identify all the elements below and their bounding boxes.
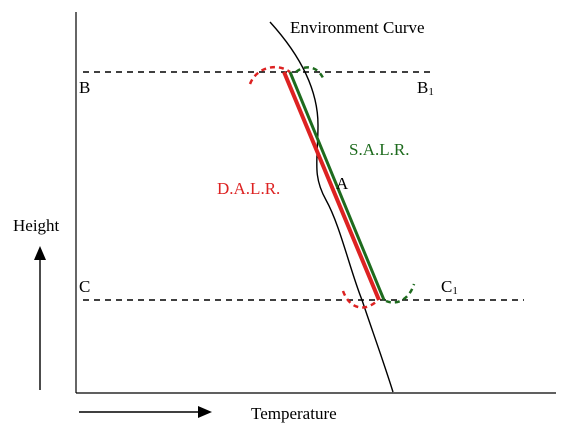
- temperature-arrow: [79, 406, 212, 418]
- label-b1: B1: [417, 78, 434, 98]
- label-a: A: [336, 174, 349, 193]
- salr-bottom-arc: [385, 283, 416, 304]
- dalr-label: D.A.L.R.: [217, 179, 280, 198]
- label-b: B: [79, 78, 90, 97]
- dalr-top-arc: [248, 65, 291, 85]
- dalr-bottom-arc: [341, 290, 379, 309]
- dalr-line: [282, 71, 381, 301]
- salr-label: S.A.L.R.: [349, 140, 409, 159]
- height-axis-label: Height: [13, 216, 60, 235]
- environment-curve: [269, 21, 394, 393]
- label-c1: C1: [441, 277, 458, 297]
- temperature-axis-label: Temperature: [251, 404, 337, 423]
- salr-line: [288, 71, 386, 301]
- salr-top-arc: [295, 66, 326, 81]
- height-arrow: [34, 246, 46, 390]
- environment-curve-label: Environment Curve: [290, 18, 425, 37]
- label-c: C: [79, 277, 90, 296]
